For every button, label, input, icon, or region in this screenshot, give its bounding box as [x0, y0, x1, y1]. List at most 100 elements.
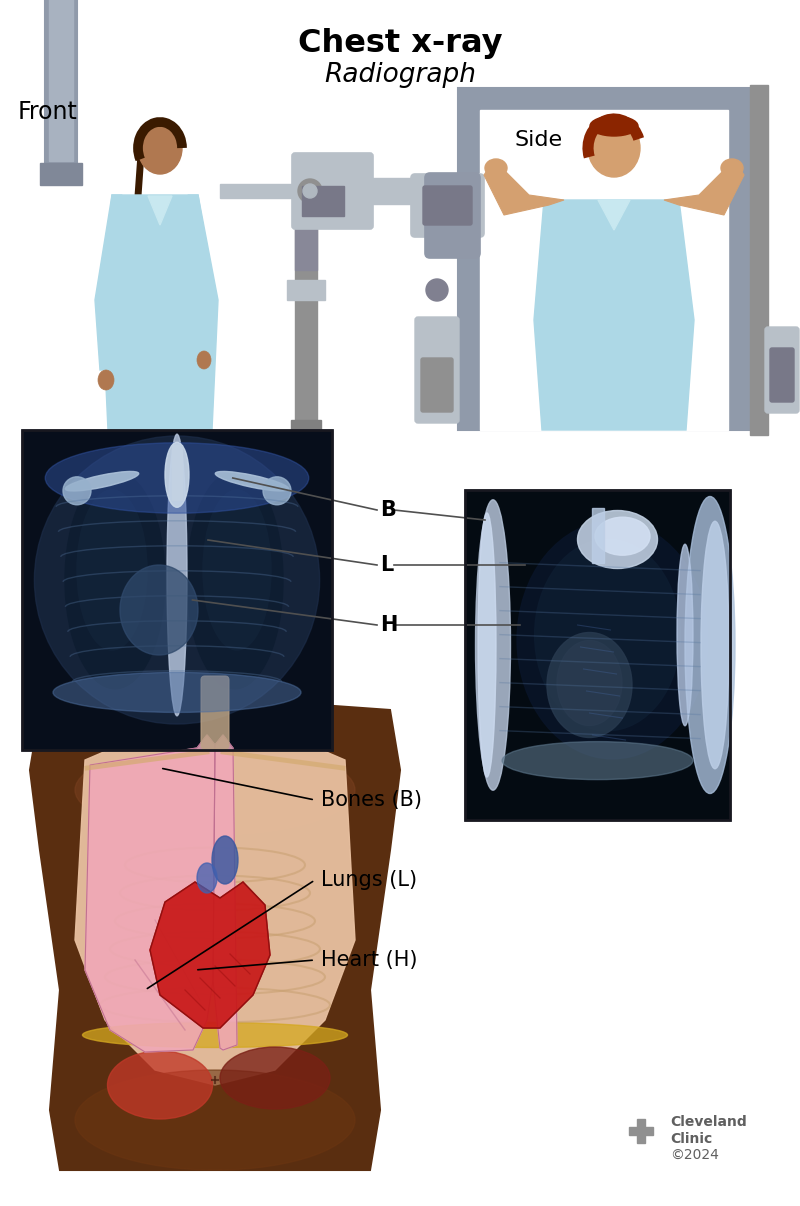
- Bar: [591, 508, 603, 563]
- Polygon shape: [213, 734, 237, 1050]
- Ellipse shape: [215, 472, 289, 491]
- Polygon shape: [150, 882, 270, 1028]
- Bar: [49, 0, 73, 160]
- FancyBboxPatch shape: [411, 174, 484, 238]
- Ellipse shape: [98, 370, 114, 390]
- Ellipse shape: [203, 490, 271, 650]
- Bar: [637, 1119, 645, 1143]
- Ellipse shape: [303, 185, 317, 198]
- Ellipse shape: [557, 640, 622, 726]
- Bar: [620, 1110, 662, 1152]
- Polygon shape: [85, 734, 215, 1052]
- Ellipse shape: [197, 351, 211, 369]
- Bar: [172, 445, 182, 500]
- Polygon shape: [664, 160, 744, 215]
- Text: Radiograph: Radiograph: [324, 62, 476, 88]
- Text: ©2024: ©2024: [670, 1148, 719, 1163]
- Ellipse shape: [263, 476, 291, 505]
- Ellipse shape: [547, 632, 632, 738]
- Bar: [750, 84, 768, 435]
- FancyBboxPatch shape: [415, 317, 459, 423]
- Ellipse shape: [77, 490, 147, 650]
- Ellipse shape: [138, 122, 182, 174]
- Polygon shape: [95, 195, 122, 370]
- Ellipse shape: [82, 1023, 347, 1048]
- Polygon shape: [102, 195, 218, 431]
- Ellipse shape: [677, 544, 693, 726]
- Ellipse shape: [478, 513, 496, 777]
- Ellipse shape: [53, 673, 301, 713]
- Circle shape: [426, 279, 448, 302]
- FancyBboxPatch shape: [601, 133, 627, 165]
- FancyBboxPatch shape: [423, 186, 472, 226]
- Ellipse shape: [578, 510, 658, 568]
- Text: H: H: [380, 615, 398, 636]
- FancyBboxPatch shape: [201, 677, 229, 749]
- Bar: [287, 280, 325, 300]
- Text: Cleveland: Cleveland: [670, 1116, 746, 1129]
- Ellipse shape: [167, 434, 187, 716]
- Bar: [480, 110, 728, 431]
- FancyBboxPatch shape: [421, 358, 453, 412]
- FancyArrowPatch shape: [132, 142, 142, 277]
- Bar: [291, 420, 321, 431]
- Bar: [40, 163, 82, 185]
- Ellipse shape: [485, 159, 507, 177]
- Ellipse shape: [517, 521, 708, 759]
- FancyBboxPatch shape: [765, 327, 799, 412]
- Bar: [45, 0, 77, 165]
- Ellipse shape: [298, 178, 322, 203]
- Text: Lungs (L): Lungs (L): [321, 870, 417, 890]
- Bar: [488, 118, 720, 422]
- Ellipse shape: [590, 116, 638, 136]
- Bar: [22, 431, 332, 750]
- Bar: [368, 178, 423, 204]
- Bar: [465, 490, 730, 820]
- Polygon shape: [188, 195, 210, 350]
- Text: B: B: [380, 500, 396, 520]
- Text: Front: Front: [18, 100, 78, 124]
- Bar: [295, 191, 317, 270]
- Ellipse shape: [63, 476, 91, 505]
- Bar: [629, 1126, 653, 1135]
- Bar: [295, 180, 317, 431]
- Ellipse shape: [75, 1070, 355, 1170]
- Ellipse shape: [212, 836, 238, 884]
- Text: Heart (H): Heart (H): [321, 950, 418, 970]
- Ellipse shape: [46, 443, 309, 514]
- Bar: [22, 431, 332, 750]
- Ellipse shape: [502, 742, 693, 779]
- Bar: [465, 490, 730, 820]
- Ellipse shape: [66, 472, 138, 491]
- Polygon shape: [30, 699, 400, 1170]
- Ellipse shape: [220, 1047, 330, 1110]
- FancyBboxPatch shape: [292, 153, 373, 229]
- Text: Bones (B): Bones (B): [321, 790, 422, 810]
- Polygon shape: [484, 160, 564, 215]
- FancyBboxPatch shape: [425, 172, 480, 258]
- Ellipse shape: [34, 437, 320, 724]
- Text: Chest x-ray: Chest x-ray: [298, 28, 502, 59]
- Ellipse shape: [107, 1050, 213, 1119]
- Ellipse shape: [721, 159, 743, 177]
- Ellipse shape: [197, 863, 217, 892]
- Ellipse shape: [75, 745, 355, 835]
- Ellipse shape: [685, 497, 735, 794]
- Polygon shape: [534, 200, 694, 431]
- Ellipse shape: [701, 521, 729, 768]
- Ellipse shape: [534, 539, 680, 731]
- Bar: [465, 490, 730, 820]
- Bar: [220, 185, 310, 198]
- Text: L: L: [380, 555, 394, 575]
- Polygon shape: [148, 197, 172, 226]
- Ellipse shape: [475, 499, 510, 790]
- Polygon shape: [75, 720, 355, 1085]
- Ellipse shape: [588, 119, 640, 177]
- Polygon shape: [598, 200, 630, 230]
- Bar: [458, 88, 750, 431]
- Bar: [302, 186, 344, 216]
- Text: Side: Side: [515, 130, 563, 150]
- Ellipse shape: [65, 472, 165, 689]
- Ellipse shape: [120, 564, 198, 655]
- Ellipse shape: [165, 443, 189, 508]
